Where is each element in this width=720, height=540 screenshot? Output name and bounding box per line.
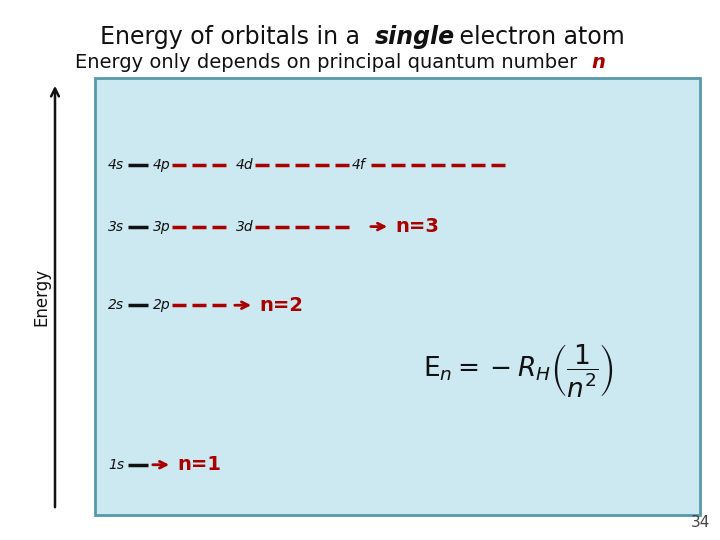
Text: $\rm E_{\it{n}}$$ = -R_H\left(\dfrac{1}{n^2}\right)$: $\rm E_{\it{n}}$$ = -R_H\left(\dfrac{1}{… [423, 342, 614, 399]
Text: n: n [591, 53, 605, 72]
Text: electron atom: electron atom [452, 25, 625, 49]
Text: 2s: 2s [108, 298, 124, 312]
Text: 3p: 3p [153, 220, 171, 234]
Text: 4p: 4p [153, 158, 171, 172]
Text: n=2: n=2 [259, 296, 303, 315]
Text: Energy of orbitals in a: Energy of orbitals in a [100, 25, 367, 49]
Text: 3s: 3s [108, 220, 124, 234]
Text: 4d: 4d [236, 158, 253, 172]
Text: Energy: Energy [32, 267, 50, 326]
Text: single: single [375, 25, 455, 49]
Text: 34: 34 [690, 515, 710, 530]
Text: n=1: n=1 [177, 455, 221, 474]
Text: 2p: 2p [153, 298, 171, 312]
Text: 4s: 4s [108, 158, 124, 172]
Text: 3d: 3d [236, 220, 253, 234]
Text: 1s: 1s [108, 458, 124, 472]
FancyBboxPatch shape [95, 78, 700, 515]
Text: n=3: n=3 [395, 217, 439, 236]
Text: Energy only depends on principal quantum number: Energy only depends on principal quantum… [75, 53, 583, 72]
Text: 4f: 4f [352, 158, 366, 172]
